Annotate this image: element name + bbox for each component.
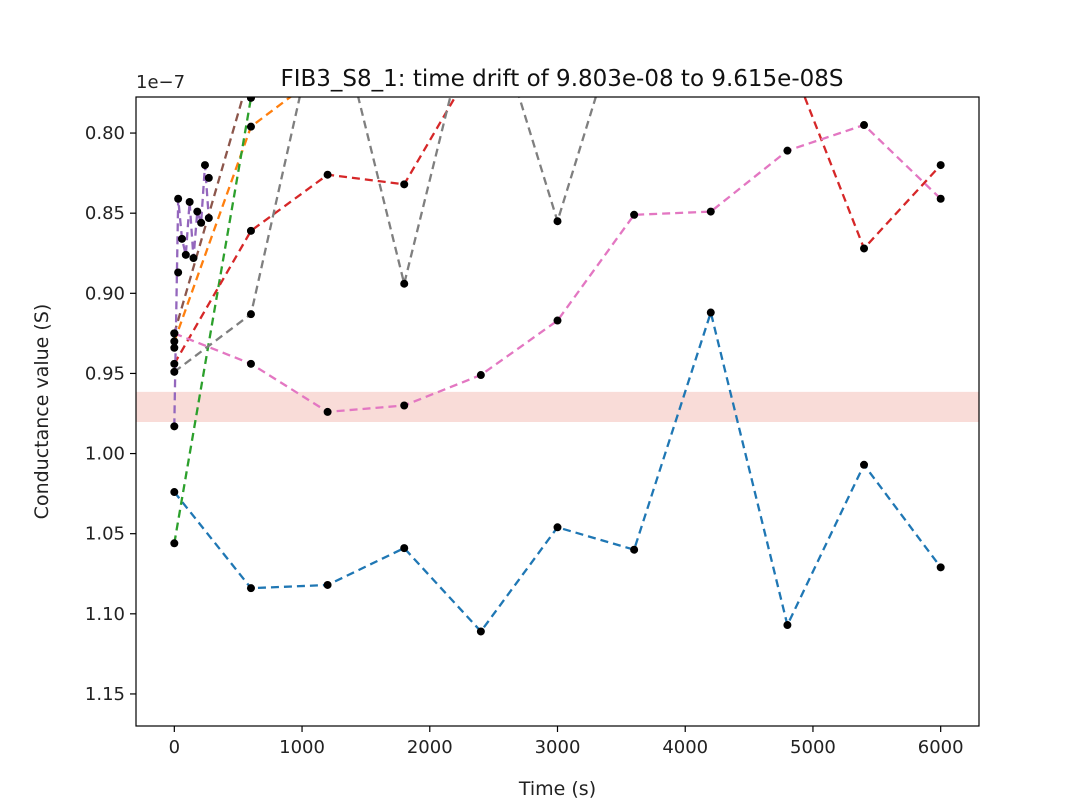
data-point-s8-4 (400, 401, 409, 410)
data-point-s8-1 (170, 329, 179, 338)
data-point-extra-2 (174, 268, 183, 277)
data-point-s8-5 (476, 371, 485, 380)
data-point-s6-5 (185, 197, 194, 206)
data-point-s1-11 (936, 563, 945, 572)
data-point-s1-3 (323, 580, 332, 589)
data-point-extra-3 (204, 173, 213, 182)
y-tick-label: 0.85 (85, 203, 125, 224)
data-point-extra-1 (170, 343, 179, 352)
data-point-s6-4 (181, 250, 190, 259)
data-point-s1-5 (476, 627, 485, 636)
data-point-s8-6 (553, 316, 562, 325)
series-line-4 (173, 97, 942, 365)
y-axis-ticks: 0.80 0.85 0.90 0.95 1.00 1.05 1.10 1.15 (85, 123, 136, 705)
tolerance-band-layer (136, 391, 979, 422)
y-tick-label: 1.15 (85, 684, 125, 705)
data-point-s1-9 (783, 621, 792, 630)
data-point-s7-2 (246, 310, 255, 319)
series-line-6 (173, 163, 210, 427)
x-tick-label: 1000 (279, 737, 325, 758)
x-tick-label: 5000 (790, 737, 836, 758)
series-line-1 (173, 311, 942, 633)
y-axis-offset-label: 1e−7 (136, 72, 185, 93)
x-tick-label: 6000 (918, 737, 964, 758)
data-point-s4-5 (477, 49, 485, 57)
data-point-s8-10 (860, 121, 869, 130)
data-point-s2-1 (170, 337, 179, 346)
x-tick-label: 2000 (407, 737, 453, 758)
data-point-s8-8 (706, 207, 715, 216)
tolerance-band (136, 391, 979, 422)
data-point-s2-2 (246, 122, 255, 131)
data-point-s6-2 (174, 194, 183, 203)
series-line-2 (173, 97, 293, 342)
data-point-extra-4 (246, 97, 255, 102)
series-line-5 (173, 97, 245, 334)
y-tick-label: 1.05 (85, 524, 125, 545)
data-point-s6-3 (177, 234, 186, 243)
y-tick-label: 1.10 (85, 604, 125, 625)
y-tick-label: 1.00 (85, 444, 125, 465)
data-point-s7-1 (170, 367, 179, 376)
data-point-s4-4 (400, 180, 409, 189)
data-point-s1-6 (553, 523, 562, 532)
data-point-s6-6 (189, 254, 198, 263)
series-line-8 (173, 123, 942, 414)
data-point-s1-8 (706, 308, 715, 317)
data-point-s4-7 (860, 244, 869, 253)
y-tick-label: 0.80 (85, 123, 125, 144)
data-point-s4-6 (783, 49, 791, 57)
x-axis-title: Time (s) (518, 778, 596, 800)
y-axis-title: Conductance value (S) (31, 304, 53, 520)
data-point-s4-2 (246, 226, 255, 235)
marker-layer (170, 49, 945, 636)
data-point-s6-9 (200, 161, 209, 170)
data-point-s1-7 (630, 545, 639, 554)
chart-title: FIB3_S8_1: time drift of 9.803e-08 to 9.… (280, 66, 843, 92)
data-point-s3-1 (170, 539, 179, 548)
data-point-s6-1 (170, 422, 179, 431)
x-tick-label: 4000 (662, 737, 708, 758)
data-point-s5-2 (247, 65, 255, 73)
data-point-s4-1 (170, 359, 179, 368)
data-point-s7-6 (553, 217, 562, 226)
data-point-s6-8 (197, 218, 206, 227)
data-point-s4-8 (936, 161, 945, 170)
data-point-s8-9 (783, 146, 792, 155)
data-point-s1-4 (400, 544, 409, 553)
data-point-s1-10 (860, 460, 869, 469)
y-tick-label: 0.90 (85, 283, 125, 304)
x-axis-ticks: 0 1000 2000 3000 4000 5000 6000 (169, 726, 964, 758)
data-point-s6-7 (193, 207, 202, 216)
series-layer (173, 97, 942, 633)
data-point-s7-4 (400, 279, 409, 288)
data-point-s8-11 (936, 194, 945, 203)
y-tick-label: 0.95 (85, 363, 125, 384)
x-tick-label: 0 (169, 737, 180, 758)
data-point-s1-1 (170, 488, 179, 497)
data-point-s1-2 (246, 584, 255, 593)
data-point-s6-10 (204, 213, 213, 222)
data-point-s8-7 (630, 210, 639, 219)
data-point-s4-3 (323, 170, 332, 179)
x-tick-label: 3000 (535, 737, 581, 758)
series-line-3 (173, 97, 253, 544)
data-point-s8-3 (323, 407, 332, 416)
data-point-s8-2 (246, 359, 255, 368)
